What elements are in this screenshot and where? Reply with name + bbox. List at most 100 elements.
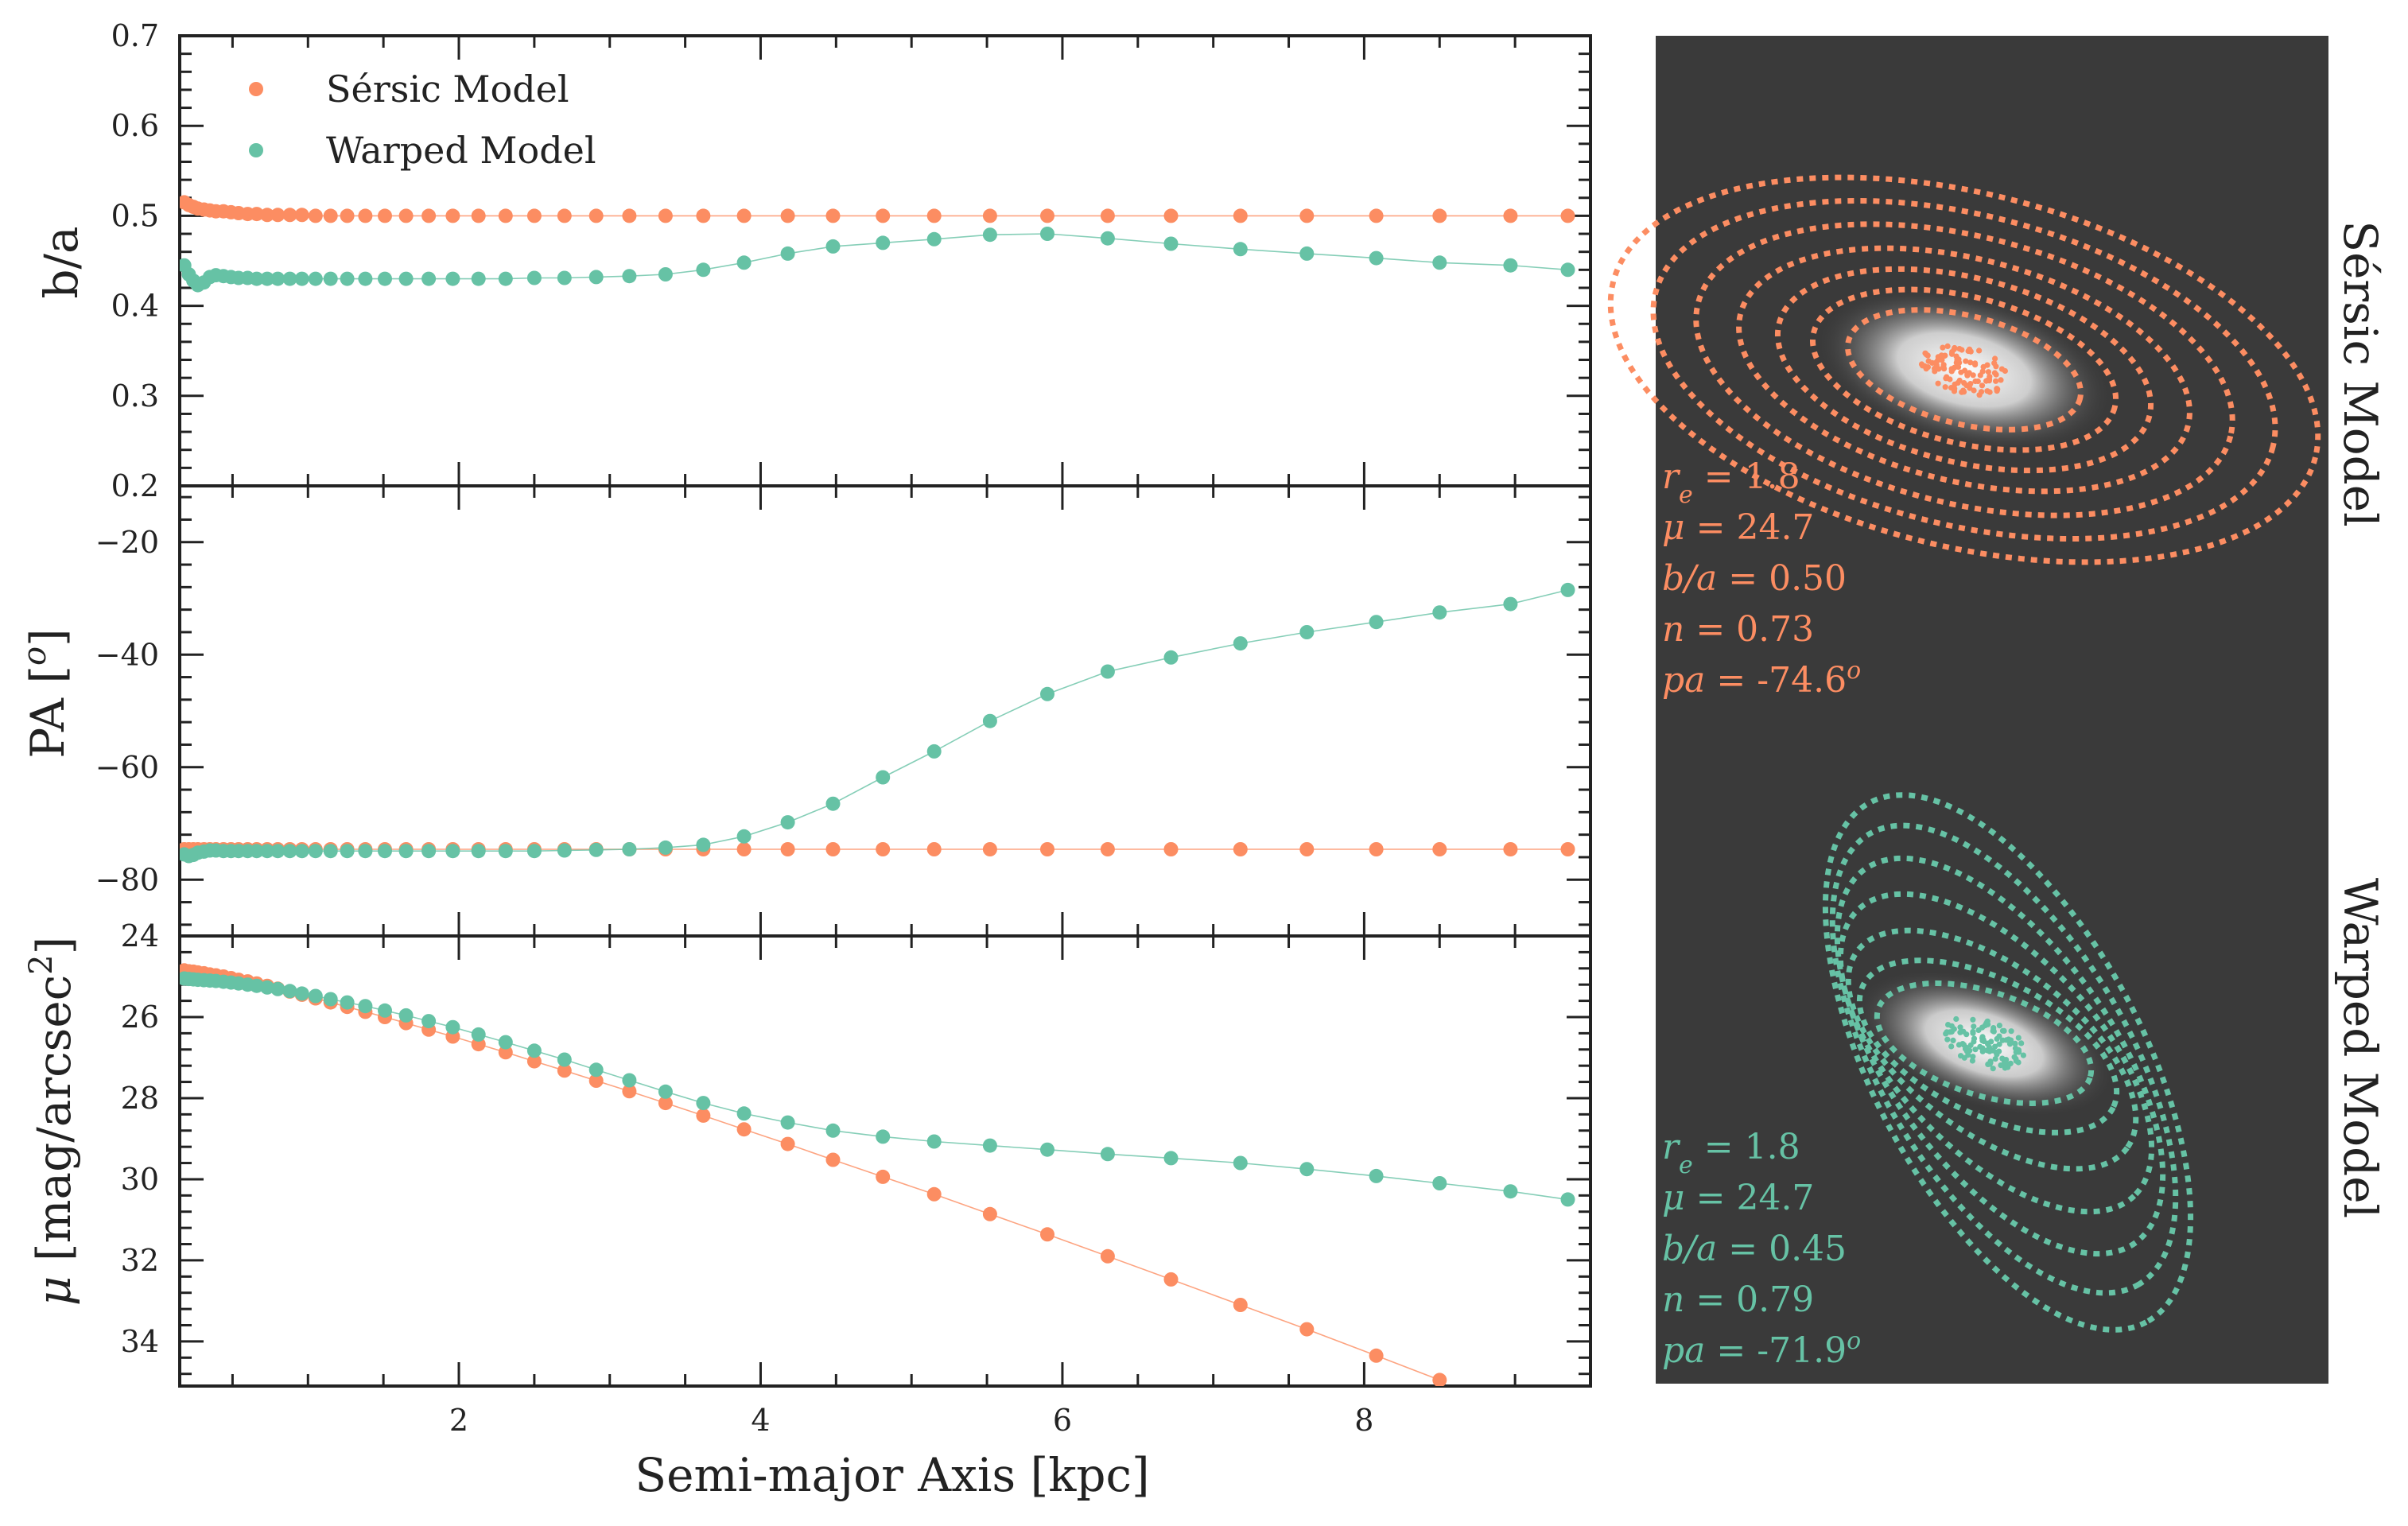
ba-ytick-label: 0.3 [111,379,159,414]
ba-sersic-point [378,208,392,223]
img-warped-center-point [1992,1056,1998,1062]
sersic-model-image [1607,174,2321,565]
mu-sersic-point [926,1186,942,1202]
mu-warped-point [260,980,274,995]
img-sersic-center-point [1932,359,1940,366]
img-sersic-center-point [1941,352,1948,359]
ba-sersic-point [249,207,264,222]
ba-warped-point [780,246,795,261]
img-warped-isophote [1874,980,2095,1106]
mu-warped-point [398,1008,414,1023]
mu-sersic-point [498,1045,513,1060]
legend: Sérsic Model Warped Model [249,68,596,172]
ba-sersic-point [398,208,414,223]
img-sersic-center-point [1960,387,1967,394]
img-warped-center-point [2011,1054,2018,1060]
img-sersic-center-point [1944,343,1951,349]
ba-sersic-point [780,208,795,223]
mu-warped-point [1299,1162,1315,1177]
mu-warped-point [445,1019,460,1035]
img-warped-center-point [2018,1040,2025,1046]
pa-sersic-point [1560,842,1575,856]
ba-sersic-point [340,208,355,223]
img-sersic-center-point [1950,366,1956,373]
mu-xtick-label: 4 [751,1403,770,1438]
img-sersic-center-point [1993,378,1999,384]
img-warped-center-point [2002,1060,2008,1066]
ba-sersic-point [557,208,572,223]
img-warped-center-point [1944,1036,1951,1043]
mu-warped-point [1233,1155,1248,1171]
mu-ytick-label: 24 [121,918,159,953]
mu-warped-point [696,1096,711,1111]
img-warped-center-point [1971,1023,1977,1030]
mu-sersic-point [588,1074,604,1088]
img-warped-center-point [1971,1039,1977,1045]
ba-sersic-point [658,208,673,223]
param-1-1: μ = 24.7 [1662,1178,1814,1218]
img-sersic-center-point [1961,380,1967,386]
ba-warped-point [340,271,355,286]
mu-warped-point [1560,1192,1575,1207]
img-warped-center-point [1999,1055,2006,1062]
pa-sersic-point [1233,842,1248,856]
ba-sersic-point [421,208,437,223]
mu-warped-point [294,986,309,1001]
img-warped-center-point [1979,1045,1986,1051]
pa-sersic-point [926,842,942,856]
ba-sersic-point [1432,208,1447,223]
ba-warped-point [1100,231,1115,246]
mu-series-group [180,963,1575,1386]
img-warped-center-point [1996,1041,2002,1047]
ba-warped-point [270,271,285,286]
img-warped-center-point [2007,1060,2014,1066]
pa-warped-point [471,844,486,859]
img-warped-center-point [1992,1043,1998,1050]
ba-sersic-point [622,208,637,223]
mu-warped-point [270,981,285,996]
img-sersic-center-point [1955,379,1961,386]
img-sersic-center-point [1992,355,1998,362]
ba-warped-point [1233,242,1248,257]
img-warped-center-point [1970,1016,1976,1023]
img-sersic-center-point [1972,378,1979,385]
ba-warped-point [1560,262,1575,278]
img-sersic-center-point [1994,386,2000,392]
sersic-params: re = 1.8μ = 24.7 b/a = 0.50 n = 0.73 pa = -… [1662,456,1861,701]
img-warped-center-point [1958,1053,1964,1059]
mu-sersic-line [184,969,1440,1381]
pa-sersic-point [1100,842,1115,856]
img-sersic-center-point [1924,364,1931,371]
pa-warped-point [308,844,323,859]
img-sersic-isophote [1809,286,2119,453]
mu-ylabel: μ [mag/arcsec2] [23,937,81,1306]
mu-ytick-label: 32 [121,1243,159,1278]
ba-sersic-point [471,208,486,223]
pa-warped-point [982,713,997,728]
img-warped-center-point [1990,1066,1996,1072]
ba-warped-point [526,270,542,285]
img-sersic-isophote [1774,266,2154,474]
img-warped-center-point [1996,1023,2002,1029]
mu-warped-point [1432,1176,1447,1190]
pa-axes-frame [178,484,1592,938]
img-warped-center-point [2006,1041,2014,1047]
ba-ytick-label: 0.7 [111,18,159,53]
img-warped-center-point [1970,1054,1976,1060]
img-sersic-center-point [1978,389,1985,395]
img-warped-center-point [1948,1043,1955,1050]
img-warped-center-point [1963,1044,1969,1050]
img-sersic-center-point [1936,366,1942,372]
pa-warped-point [1299,625,1315,639]
pa-warped-point [1040,686,1054,701]
pa-warped-point [1233,636,1248,651]
pa-sersic-point [1299,842,1315,856]
img-warped-center-point [1951,1026,1957,1032]
ba-warped-point [260,271,274,286]
ba-warped-point [622,269,637,284]
pa-ytick-label: −80 [95,862,159,897]
img-sersic-center-point [1940,363,1947,370]
mu-sersic-point [1299,1322,1315,1337]
img-warped-center-point [1979,1024,1986,1031]
